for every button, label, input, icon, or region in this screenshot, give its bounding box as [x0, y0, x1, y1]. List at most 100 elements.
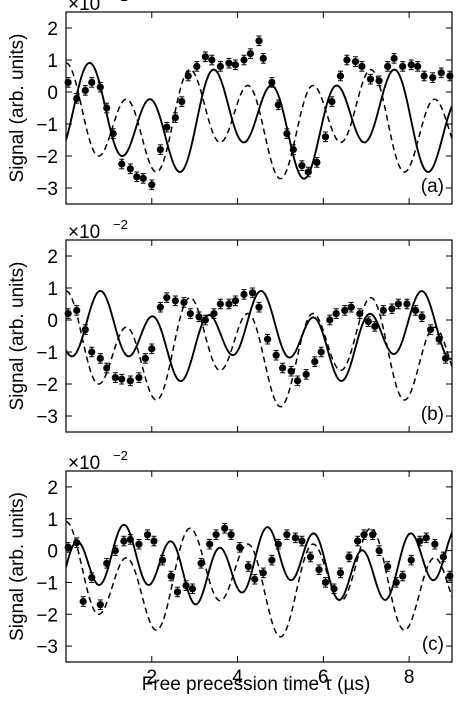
y-axis-label: Signal (arb. units): [7, 262, 28, 411]
data-points: [64, 287, 450, 387]
data-point: [298, 162, 306, 170]
data-point: [328, 98, 336, 106]
data-point: [388, 305, 396, 313]
data-point: [379, 306, 387, 314]
data-point: [81, 86, 89, 94]
data-point: [188, 585, 197, 593]
y-tick-label: 0: [47, 542, 58, 563]
data-point: [274, 540, 282, 548]
data-point: [375, 77, 383, 85]
data-point: [171, 297, 179, 305]
data-point: [283, 130, 291, 138]
y-scale-multiplier: ×10: [68, 453, 100, 474]
data-point: [118, 375, 126, 383]
x-tick-label: 2: [146, 667, 157, 688]
data-point: [364, 318, 372, 326]
data-point: [392, 578, 400, 587]
fit-curve-solid: [66, 61, 452, 180]
data-point: [143, 531, 152, 539]
panel-label: (c): [422, 634, 444, 655]
fit-curve-dashed: [66, 520, 452, 638]
data-point: [268, 78, 276, 86]
data-point: [317, 348, 325, 356]
data-point: [360, 531, 368, 539]
data-point: [111, 546, 119, 555]
data-point: [173, 588, 182, 596]
data-point: [96, 354, 104, 362]
y-tick-label: 1: [47, 279, 58, 300]
data-point: [88, 574, 96, 582]
data-point: [231, 61, 240, 69]
y-tick-label: 2: [47, 247, 58, 268]
data-point: [216, 62, 224, 70]
data-point: [103, 559, 111, 567]
data-point: [158, 556, 167, 564]
data-point: [426, 326, 435, 334]
data-point: [139, 174, 147, 182]
data-point: [375, 546, 383, 555]
y-scale-multiplier: ×10: [68, 222, 100, 243]
data-point: [255, 37, 263, 45]
y-axis-label: Signal (arb. units): [7, 34, 28, 183]
fit-curve-dashed: [66, 290, 452, 408]
data-point: [73, 539, 81, 547]
data-point: [429, 74, 437, 82]
data-point: [439, 553, 448, 561]
data-point: [111, 374, 119, 382]
data-point: [304, 168, 312, 176]
data-point: [201, 53, 209, 61]
y-tick-label: −2: [36, 605, 58, 626]
y-tick-label: −3: [36, 407, 58, 428]
panel-label: (b): [421, 404, 444, 425]
data-point: [347, 303, 355, 311]
data-point: [148, 181, 156, 189]
data-point: [225, 59, 233, 67]
data-point: [141, 354, 149, 362]
data-point: [88, 348, 96, 356]
data-point: [240, 290, 248, 298]
data-point: [407, 61, 415, 69]
data-point: [371, 322, 379, 330]
data-point: [221, 524, 229, 532]
data-point: [263, 335, 272, 343]
data-point: [358, 62, 366, 70]
data-points: [64, 35, 454, 191]
panel-2: −3 −2 −1 0 1 2 (b) ×10 −2 Signal (arb. units): [7, 217, 453, 433]
y-tick-label: 2: [47, 19, 58, 40]
x-tick-label: 6: [318, 667, 329, 688]
data-point: [272, 351, 280, 359]
data-point: [407, 556, 415, 564]
data-point: [259, 54, 267, 63]
data-point: [103, 104, 111, 112]
data-point: [231, 297, 240, 305]
data-point: [236, 543, 244, 552]
data-point: [384, 562, 392, 571]
data-point: [206, 540, 214, 548]
data-point: [109, 130, 117, 138]
data-point: [420, 72, 428, 80]
data-point: [73, 94, 81, 102]
data-point: [287, 367, 295, 375]
y-scale-exponent: −2: [113, 448, 128, 463]
data-point: [195, 313, 203, 321]
y-tick-label: 2: [47, 478, 58, 499]
y-tick-label: 1: [47, 510, 58, 531]
data-point: [88, 78, 96, 86]
y-axis-label: Signal (arb. units): [7, 492, 28, 641]
y-scale-exponent: −2: [113, 217, 128, 232]
y-tick-label: −1: [36, 343, 58, 364]
data-point: [216, 300, 224, 308]
panel-3: −3 −2 −1 0 1 2 2 4 6 8 (c) ×10 −2 Signal (arb. units): [7, 448, 454, 688]
data-point: [73, 306, 81, 314]
data-point: [356, 310, 364, 318]
data-point: [148, 345, 156, 353]
data-point: [246, 50, 255, 58]
data-point: [259, 569, 267, 577]
panels: −3 −2 −1 0 1 2 (a) ×10 −2 Signal (arb. units) −3 −2…: [7, 0, 454, 688]
y-tick-label: −3: [36, 637, 58, 658]
panel-1: −3 −2 −1 0 1 2 (a) ×10 −2 Signal (arb. units): [7, 0, 454, 205]
data-point: [326, 316, 334, 324]
data-point: [135, 540, 143, 548]
data-point: [251, 575, 259, 583]
data-point: [126, 165, 134, 173]
